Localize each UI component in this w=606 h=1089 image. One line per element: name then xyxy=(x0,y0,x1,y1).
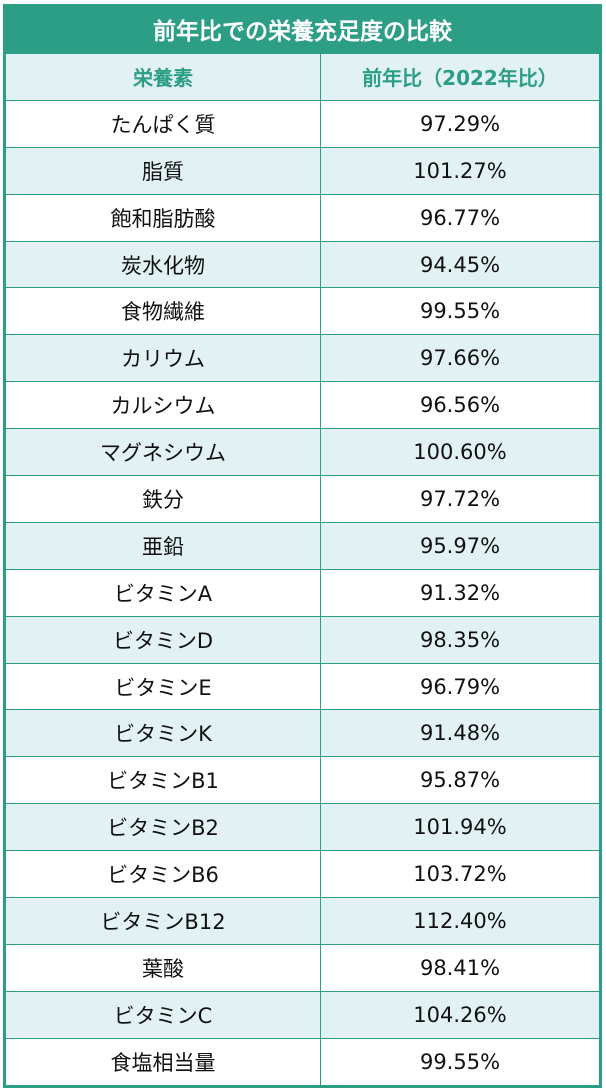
table-row: たんぱく質 97.29% xyxy=(5,99,600,148)
yoy-value-cell: 100.60% xyxy=(320,428,600,477)
nutrient-name-cell: 飽和脂肪酸 xyxy=(5,193,321,242)
yoy-value-cell: 104.26% xyxy=(320,990,600,1039)
nutrient-name-cell: ビタミンB2 xyxy=(5,803,321,852)
table-row: ビタミンB1 95.87% xyxy=(5,756,600,805)
yoy-value-cell: 97.29% xyxy=(320,99,600,148)
yoy-value-cell: 94.45% xyxy=(320,240,600,289)
table-title: 前年比での栄養充足度の比較 xyxy=(5,6,600,53)
nutrient-name-cell: ビタミンB6 xyxy=(5,850,321,899)
nutrient-name-cell: 炭水化物 xyxy=(5,240,321,289)
header-row: 栄養素 前年比（2022年比） xyxy=(5,53,600,101)
yoy-value-cell: 98.41% xyxy=(320,943,600,992)
yoy-value-cell: 97.66% xyxy=(320,334,600,383)
nutrient-name-cell: ビタミンC xyxy=(5,990,321,1039)
yoy-value-cell: 99.55% xyxy=(320,287,600,336)
table-row: ビタミンB6 103.72% xyxy=(5,850,600,899)
nutrient-name-cell: カリウム xyxy=(5,334,321,383)
nutrient-name-cell: マグネシウム xyxy=(5,428,321,477)
nutrient-name-cell: ビタミンA xyxy=(5,568,321,617)
table-row: 食物繊維 99.55% xyxy=(5,287,600,336)
nutrient-name-cell: 鉄分 xyxy=(5,475,321,523)
table-row: ビタミンB12 112.40% xyxy=(5,897,600,945)
nutrient-name-cell: ビタミンB1 xyxy=(5,756,321,805)
yoy-value-cell: 97.72% xyxy=(320,475,600,523)
yoy-value-cell: 91.32% xyxy=(320,568,600,617)
table-row: ビタミンA 91.32% xyxy=(5,568,600,617)
yoy-value-cell: 112.40% xyxy=(320,897,600,945)
nutrient-name-cell: 葉酸 xyxy=(5,943,321,992)
nutrient-name-cell: 食物繊維 xyxy=(5,287,321,336)
table-row: 炭水化物 94.45% xyxy=(5,240,600,289)
table-row: 葉酸 98.41% xyxy=(5,943,600,992)
table-row: 鉄分 97.72% xyxy=(5,475,600,523)
nutrient-name-cell: 脂質 xyxy=(5,146,321,195)
table-row: 脂質 101.27% xyxy=(5,146,600,195)
table-row: マグネシウム 100.60% xyxy=(5,428,600,477)
yoy-value-cell: 96.77% xyxy=(320,193,600,242)
yoy-value-cell: 99.55% xyxy=(320,1037,600,1086)
nutrient-name-cell: 亜鉛 xyxy=(5,521,321,570)
yoy-value-cell: 103.72% xyxy=(320,850,600,899)
nutrient-name-cell: ビタミンK xyxy=(5,709,321,758)
yoy-value-cell: 96.79% xyxy=(320,662,600,711)
nutrient-name-cell: たんぱく質 xyxy=(5,99,321,148)
yoy-value-cell: 91.48% xyxy=(320,709,600,758)
nutrient-name-cell: ビタミンD xyxy=(5,615,321,664)
yoy-value-cell: 98.35% xyxy=(320,615,600,664)
table-row: 亜鉛 95.97% xyxy=(5,521,600,570)
nutrient-name-cell: 食塩相当量 xyxy=(5,1037,321,1086)
yoy-value-cell: 95.97% xyxy=(320,521,600,570)
table-row: ビタミンD 98.35% xyxy=(5,615,600,664)
column-header-nutrient: 栄養素 xyxy=(5,53,321,101)
column-header-yoy: 前年比（2022年比） xyxy=(320,53,600,101)
yoy-value-cell: 101.27% xyxy=(320,146,600,195)
data-table: 栄養素 前年比（2022年比） たんぱく質 97.29% 脂質 101.27% 飽和脂肪… xyxy=(5,53,600,1086)
table-row: 食塩相当量 99.55% xyxy=(5,1037,600,1086)
table-row: ビタミンK 91.48% xyxy=(5,709,600,758)
table-row: ビタミンE 96.79% xyxy=(5,662,600,711)
table-row: カルシウム 96.56% xyxy=(5,381,600,430)
yoy-value-cell: 96.56% xyxy=(320,381,600,430)
table-row: 飽和脂肪酸 96.77% xyxy=(5,193,600,242)
yoy-value-cell: 95.87% xyxy=(320,756,600,805)
yoy-value-cell: 101.94% xyxy=(320,803,600,852)
nutrition-comparison-table: 前年比での栄養充足度の比較 栄養素 前年比（2022年比） たんぱく質 97.29… xyxy=(3,4,602,1088)
nutrient-name-cell: ビタミンB12 xyxy=(5,897,321,945)
nutrient-name-cell: カルシウム xyxy=(5,381,321,430)
table-row: カリウム 97.66% xyxy=(5,334,600,383)
nutrient-name-cell: ビタミンE xyxy=(5,662,321,711)
table-row: ビタミンB2 101.94% xyxy=(5,803,600,852)
table-row: ビタミンC 104.26% xyxy=(5,990,600,1039)
